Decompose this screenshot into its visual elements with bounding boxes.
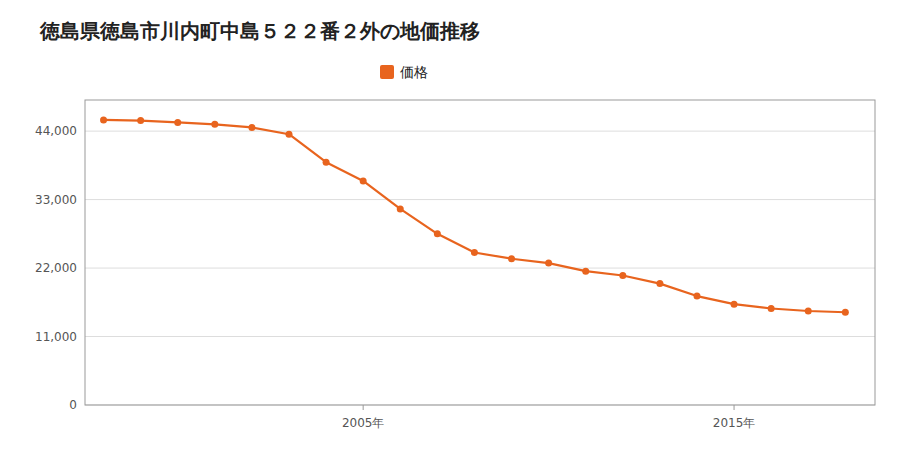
grid-line [85, 268, 875, 269]
y-tick-label: 33,000 [35, 193, 77, 207]
y-grid [85, 131, 875, 405]
x-tick [734, 405, 735, 410]
y-tick-label: 22,000 [35, 261, 77, 275]
series-marker [656, 280, 663, 287]
y-tick-label: 0 [69, 398, 77, 412]
series-marker [211, 121, 218, 128]
series-marker [805, 308, 812, 315]
series-marker [582, 268, 589, 275]
y-tick-label: 44,000 [35, 124, 77, 138]
x-tick [363, 405, 364, 410]
data-area [100, 116, 849, 315]
series-marker [174, 119, 181, 126]
series-marker [323, 159, 330, 166]
series-line [104, 120, 846, 312]
series-marker [137, 117, 144, 124]
plot-frame [85, 100, 875, 405]
series-marker [471, 249, 478, 256]
series-marker [248, 124, 255, 131]
series-marker [768, 305, 775, 312]
legend: 価格 [380, 64, 428, 80]
series-marker [545, 260, 552, 267]
x-tick-label: 2005年 [342, 416, 385, 430]
x-tick-label: 2015年 [713, 416, 756, 430]
series-marker [100, 116, 107, 123]
series-marker [731, 301, 738, 308]
series-marker [434, 230, 441, 237]
y-tick-label: 11,000 [35, 330, 77, 344]
series-marker [397, 205, 404, 212]
series-marker [693, 293, 700, 300]
series-marker [842, 309, 849, 316]
chart-svg: 徳島県徳島市川内町中島５２２番２外の地価推移価格 0 11,000 22,000 33,… [0, 0, 900, 450]
series-marker [619, 272, 626, 279]
legend-label: 価格 [400, 64, 428, 80]
grid-line [85, 336, 875, 337]
legend-swatch [380, 65, 394, 79]
grid-line [85, 131, 875, 132]
grid-line [85, 199, 875, 200]
series-marker [360, 177, 367, 184]
chart-container: 徳島県徳島市川内町中島５２２番２外の地価推移価格 0 11,000 22,000 33,… [0, 0, 900, 450]
series-marker [508, 255, 515, 262]
series-marker [285, 131, 292, 138]
chart-title: 徳島県徳島市川内町中島５２２番２外の地価推移 [39, 19, 480, 43]
